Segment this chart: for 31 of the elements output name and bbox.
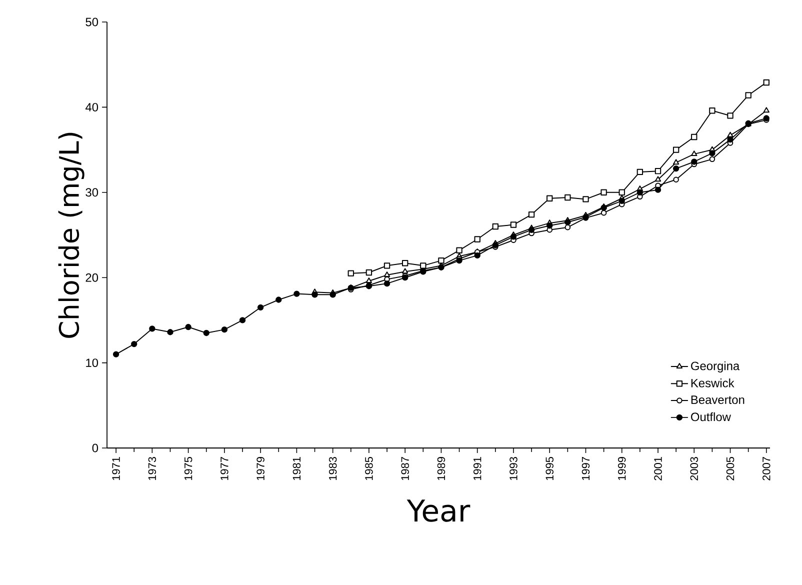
x-tick-label: 1997 bbox=[582, 457, 590, 480]
y-axis-title: Chloride (mg/L) bbox=[58, 132, 84, 338]
x-tick-label: 1999 bbox=[618, 457, 626, 480]
x-axis-title: Year bbox=[406, 500, 470, 522]
x-tick-label: 1971 bbox=[112, 457, 120, 480]
y-tick-label: 20 bbox=[86, 273, 98, 282]
x-tick-label: 2001 bbox=[654, 457, 662, 480]
x-tick-label: 1987 bbox=[401, 457, 409, 480]
x-tick-label: 2005 bbox=[726, 456, 734, 480]
x-tick-label: 1993 bbox=[510, 456, 518, 480]
y-tick-label: 10 bbox=[86, 358, 98, 368]
legend-label: Georgina bbox=[691, 361, 740, 373]
x-tick-label: 1973 bbox=[148, 456, 156, 480]
y-tick-label: 40 bbox=[85, 102, 98, 112]
x-tick-label: 1995 bbox=[546, 456, 554, 480]
x-tick-label: 1983 bbox=[328, 456, 337, 480]
x-tick-label: 1981 bbox=[292, 457, 301, 480]
x-tick-label: 1975 bbox=[184, 456, 192, 480]
x-tick-label: 1989 bbox=[437, 457, 446, 480]
legend-label: Keswick bbox=[691, 378, 734, 388]
y-tick-label: 0 bbox=[92, 444, 98, 452]
y-tick-label: 30 bbox=[86, 188, 98, 197]
x-tick-label: 2003 bbox=[690, 456, 698, 480]
x-tick-label: 1991 bbox=[473, 457, 482, 480]
x-tick-label: 1977 bbox=[220, 457, 228, 480]
legend-label: Beaverton bbox=[691, 396, 744, 404]
legend-label: Outflow bbox=[691, 412, 731, 422]
x-tick-label: 2007 bbox=[762, 457, 770, 480]
x-tick-label: 1979 bbox=[256, 457, 264, 480]
y-tick-label: 50 bbox=[86, 18, 98, 26]
x-tick-label: 1985 bbox=[365, 456, 373, 480]
